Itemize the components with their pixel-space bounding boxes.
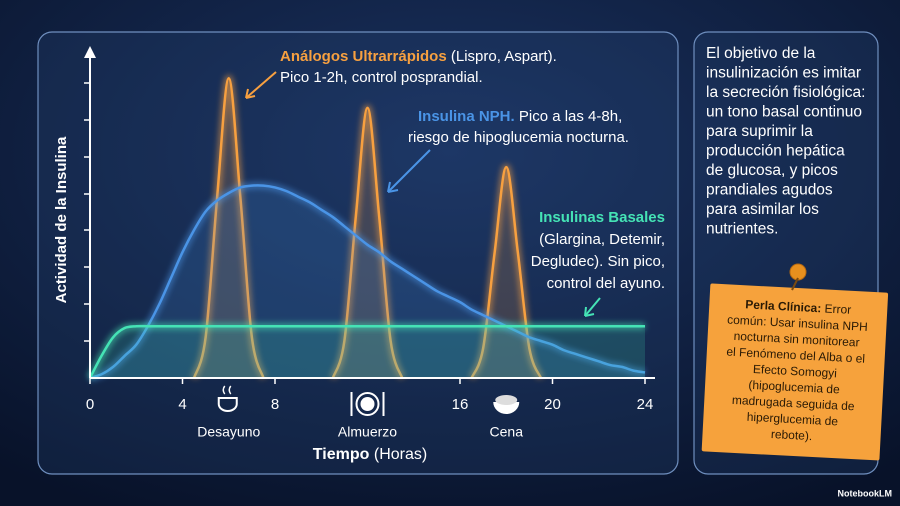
side-line: El objetivo de la bbox=[706, 45, 816, 62]
x-tick-label: 20 bbox=[544, 396, 561, 413]
food bbox=[495, 395, 518, 405]
steam bbox=[222, 385, 232, 395]
annotation: Análogos Ultrarrápidos (Lispro, Aspart). bbox=[280, 48, 557, 65]
x-tick-label: 4 bbox=[178, 396, 186, 413]
annotation-text: Degludec). Sin pico, bbox=[531, 253, 665, 270]
note-line: nocturna sin monitorear bbox=[733, 329, 860, 350]
x-axis-unit: (Horas) bbox=[374, 446, 427, 463]
x-axis-title-main: Tiempo bbox=[313, 446, 370, 463]
x-axis-title: Tiempo (Horas) bbox=[313, 446, 427, 463]
meal-icon bbox=[350, 392, 385, 416]
note-line: Efecto Somogyi bbox=[753, 362, 838, 380]
note-line: Perla Clínica: Error bbox=[745, 297, 852, 317]
y-axis-arrow bbox=[84, 46, 96, 58]
annotation-title: Análogos Ultrarrápidos bbox=[280, 48, 447, 65]
plot-area bbox=[86, 74, 646, 382]
note-line: rebote). bbox=[771, 427, 813, 443]
annotation: Insulinas Basales bbox=[539, 209, 665, 226]
side-line: nutrientes. bbox=[706, 221, 778, 238]
note-line: hiperglucemia de bbox=[746, 410, 838, 429]
y-axis-title: Actividad de la Insulina bbox=[53, 136, 70, 303]
annotation: Insulina NPH. Pico a las 4-8h, bbox=[418, 108, 622, 125]
note-paper bbox=[701, 283, 889, 461]
y-axis-ticks bbox=[84, 82, 90, 342]
annotation-text: control del ayuno. bbox=[547, 275, 665, 292]
side-line: insulinización es imitar bbox=[706, 65, 861, 82]
annotation-text: (Lispro, Aspart). bbox=[451, 48, 557, 65]
side-line: prandiales agudos bbox=[706, 182, 833, 199]
pin bbox=[789, 263, 807, 281]
side-line: producción hepática bbox=[706, 143, 845, 160]
x-tick-label: 0 bbox=[86, 396, 94, 413]
series-line bbox=[88, 324, 645, 379]
side-line: la secreción fisiológica: bbox=[706, 84, 865, 101]
meal-icon bbox=[217, 385, 238, 412]
note-line: madrugada seguida de bbox=[732, 393, 856, 413]
note-line: (hipoglucemia de bbox=[748, 378, 840, 397]
annotation-text: Pico a las 4-8h, bbox=[519, 108, 622, 125]
meal-label: Almuerzo bbox=[338, 424, 397, 440]
x-tick-label: 16 bbox=[452, 396, 469, 413]
cup bbox=[217, 397, 238, 412]
annotation-title: Insulinas Basales bbox=[539, 209, 665, 226]
series-area bbox=[194, 78, 541, 379]
x-tick-label: 24 bbox=[637, 396, 654, 413]
side-line: para asimilar los bbox=[706, 201, 819, 218]
meal-label: Cena bbox=[490, 424, 524, 440]
series-area bbox=[90, 326, 645, 378]
annotation-arrows bbox=[245, 71, 601, 317]
meal-icon bbox=[493, 395, 520, 414]
meal-label: Desayuno bbox=[197, 424, 260, 440]
series-line bbox=[89, 184, 646, 380]
side-text: El objetivo de la insulinización es imita… bbox=[706, 45, 865, 238]
side-line: un tono basal continuo bbox=[706, 104, 862, 121]
x-tick-label: 8 bbox=[271, 396, 279, 413]
note-text: Error bbox=[821, 301, 852, 317]
pin-needle bbox=[791, 277, 799, 291]
annotation-text: (Glargina, Detemir, bbox=[539, 231, 665, 248]
annotation-text: riesgo de hipoglucemia nocturna. bbox=[408, 129, 629, 146]
plate bbox=[355, 392, 380, 416]
plate-inner bbox=[360, 397, 375, 411]
brand: NotebookLM bbox=[838, 488, 893, 498]
bowl bbox=[493, 402, 520, 414]
side-line: de glucosa, y picos bbox=[706, 162, 838, 179]
annotation-text: Pico 1-2h, control posprandial. bbox=[280, 69, 483, 86]
series-line bbox=[192, 77, 543, 379]
annotation-title: Insulina NPH. bbox=[418, 108, 515, 125]
side-line: para suprimir la bbox=[706, 123, 813, 140]
note-title: Perla Clínica: bbox=[745, 297, 822, 315]
